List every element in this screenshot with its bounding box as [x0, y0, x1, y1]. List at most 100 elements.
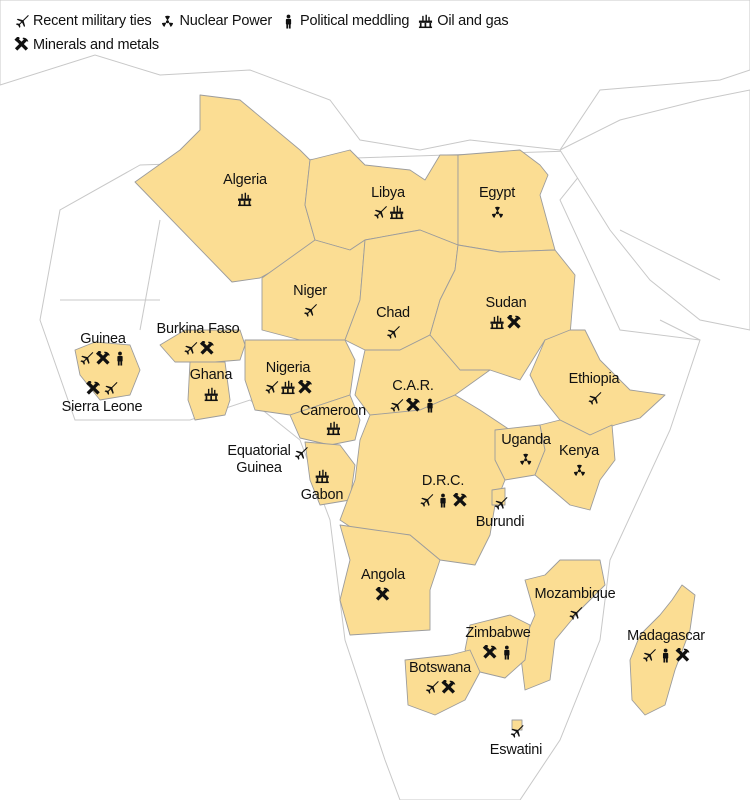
- country-label-burundi: Burundi: [476, 492, 525, 530]
- military-jet-icon: [641, 648, 657, 663]
- region-mozambique: [519, 559, 606, 691]
- country-name: Equatorial Guinea: [227, 443, 291, 476]
- country-icons: [490, 724, 542, 739]
- pickaxe-hammer-icon: [375, 587, 390, 602]
- person-icon: [658, 648, 673, 663]
- country-label-sierra-leone: Sierra Leone: [62, 377, 143, 415]
- country-name: Sudan: [485, 295, 527, 311]
- pickaxe-hammer-icon: [86, 381, 101, 396]
- region-eswatini: [511, 719, 523, 731]
- oil-rig-icon: [490, 315, 505, 330]
- nuclear-icon: [519, 452, 534, 467]
- oil-rig-icon: [389, 205, 404, 220]
- country-label-sudan: Sudan: [486, 295, 527, 330]
- country-icons: [465, 645, 530, 660]
- military-jet-icon: [264, 380, 279, 395]
- legend-label: Political meddling: [299, 13, 410, 29]
- military-jet-icon: [372, 205, 387, 220]
- pickaxe-hammer-icon: [482, 645, 497, 660]
- country-name: C.A.R.: [392, 378, 434, 394]
- country-name: Gabon: [300, 487, 344, 503]
- pickaxe-hammer-icon: [675, 648, 690, 663]
- country-name: Uganda: [501, 432, 551, 448]
- country-icons: [293, 446, 308, 461]
- person-icon: [423, 398, 438, 413]
- military-jet-icon: [79, 351, 94, 366]
- oil-rig-icon: [203, 387, 218, 402]
- pickaxe-hammer-icon: [405, 398, 421, 413]
- country-icons: [534, 606, 615, 621]
- country-name: Burkina Faso: [156, 321, 240, 337]
- region-ethiopia: [529, 329, 666, 436]
- country-label-nigeria: Nigeria: [264, 360, 313, 395]
- country-label-gabon: Gabon: [300, 465, 344, 503]
- country-icons: [300, 421, 366, 436]
- military-jet-icon: [182, 341, 197, 356]
- legend-label: Nuclear Power: [179, 13, 272, 29]
- region-cameroon: [289, 394, 361, 446]
- country-label-kenya: Kenya: [559, 443, 599, 478]
- country-label-mozambique: Mozambique: [534, 586, 616, 621]
- military-jet-icon: [14, 14, 29, 29]
- country-name: Cameroon: [299, 403, 367, 419]
- country-icons: [223, 192, 267, 207]
- pickaxe-hammer-icon: [452, 493, 468, 508]
- region-kenya: [534, 419, 616, 511]
- country-label-egypt: Egypt: [479, 185, 515, 220]
- oil-rig-icon: [238, 192, 253, 207]
- country-name: Libya: [371, 185, 405, 201]
- country-icons: [361, 587, 405, 602]
- nuclear-icon: [490, 205, 505, 220]
- country-label-cameroon: Cameroon: [300, 403, 366, 436]
- country-icons: [79, 351, 128, 366]
- legend-item: Nuclear Power: [160, 10, 272, 32]
- country-label-libya: Libya: [371, 185, 405, 220]
- country-icons: [419, 493, 468, 508]
- oil-rig-icon: [418, 14, 433, 29]
- military-jet-icon: [493, 496, 508, 511]
- oil-rig-icon: [314, 469, 329, 484]
- country-icons: [569, 391, 620, 406]
- country-name: Kenya: [558, 443, 600, 459]
- region-angola: [339, 524, 441, 636]
- country-label-c-a-r: C.A.R.: [389, 378, 438, 413]
- country-icons: [559, 463, 599, 478]
- nuclear-icon: [160, 14, 175, 29]
- country-name: Zimbabwe: [465, 625, 531, 641]
- pickaxe-hammer-icon: [507, 315, 522, 330]
- country-icons: [301, 469, 344, 484]
- country-name: Egypt: [478, 185, 516, 201]
- legend-item: Minerals and metals: [14, 34, 159, 56]
- country-name: Botswana: [408, 660, 472, 676]
- country-label-eswatini: Eswatini: [490, 720, 542, 758]
- country-icons: [501, 452, 551, 467]
- country-name: Angola: [361, 567, 405, 583]
- country-label-chad: Chad: [376, 305, 410, 340]
- military-jet-icon: [419, 493, 434, 508]
- country-name: Ethiopia: [568, 371, 620, 387]
- country-name: Nigeria: [265, 360, 311, 376]
- legend-label: Minerals and metals: [33, 36, 159, 53]
- region-sudan: [429, 244, 576, 381]
- country-name: Chad: [376, 305, 410, 321]
- country-name: Madagascar: [627, 628, 705, 644]
- country-label-niger: Niger: [293, 283, 327, 318]
- pickaxe-hammer-icon: [441, 680, 456, 695]
- military-jet-icon: [567, 606, 583, 621]
- person-icon: [281, 14, 296, 29]
- country-icons: [264, 380, 313, 395]
- legend: Recent military ties Nuclear Power Politic…: [14, 10, 604, 57]
- country-icons: [62, 381, 143, 396]
- pickaxe-hammer-icon: [95, 351, 111, 366]
- country-icons: [627, 648, 705, 663]
- country-icons: [479, 205, 515, 220]
- military-jet-icon: [424, 680, 439, 695]
- country-label-ghana: Ghana: [190, 367, 233, 402]
- military-jet-icon: [386, 325, 401, 340]
- region-burundi: [491, 487, 506, 506]
- country-icons: [376, 325, 410, 340]
- country-icons: [190, 387, 233, 402]
- oil-rig-icon: [325, 421, 340, 436]
- country-icons: [476, 496, 525, 511]
